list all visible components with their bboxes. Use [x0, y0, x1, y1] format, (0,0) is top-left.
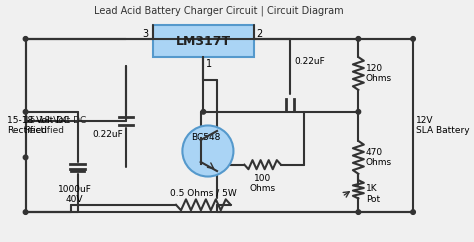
Circle shape — [23, 210, 28, 214]
Circle shape — [356, 37, 361, 41]
Text: 3: 3 — [143, 29, 149, 39]
Text: 12V
SLA Battery: 12V SLA Battery — [416, 116, 469, 135]
Text: 2: 2 — [256, 29, 263, 39]
Circle shape — [411, 37, 415, 41]
Text: 15-18 Volt DC
Rectified: 15-18 Volt DC Rectified — [24, 116, 86, 135]
Text: 0.22uF: 0.22uF — [92, 130, 123, 139]
Text: 1K
Pot: 1K Pot — [365, 184, 380, 204]
Circle shape — [23, 155, 28, 160]
Circle shape — [182, 126, 234, 176]
Text: 15-18 Volt DC
Rectified: 15-18 Volt DC Rectified — [7, 116, 70, 135]
Circle shape — [356, 110, 361, 114]
Text: 470
Ohms: 470 Ohms — [365, 148, 392, 167]
Text: 0.5 Ohms / 5W: 0.5 Ohms / 5W — [170, 189, 237, 197]
Text: 0.22uF: 0.22uF — [294, 57, 325, 66]
Text: 1: 1 — [206, 59, 212, 69]
Circle shape — [356, 210, 361, 214]
Text: LM317T: LM317T — [176, 35, 231, 48]
FancyBboxPatch shape — [153, 25, 254, 57]
Circle shape — [201, 110, 206, 114]
Text: BC548: BC548 — [191, 133, 221, 142]
Title: Lead Acid Battery Charger Circuit | Circuit Diagram: Lead Acid Battery Charger Circuit | Circ… — [94, 5, 344, 16]
Text: 1000uF
40V: 1000uF 40V — [58, 185, 92, 204]
Text: 120
Ohms: 120 Ohms — [365, 64, 392, 83]
Circle shape — [411, 210, 415, 214]
Text: 100
Ohms: 100 Ohms — [250, 174, 276, 193]
Circle shape — [23, 37, 28, 41]
Circle shape — [23, 110, 28, 114]
